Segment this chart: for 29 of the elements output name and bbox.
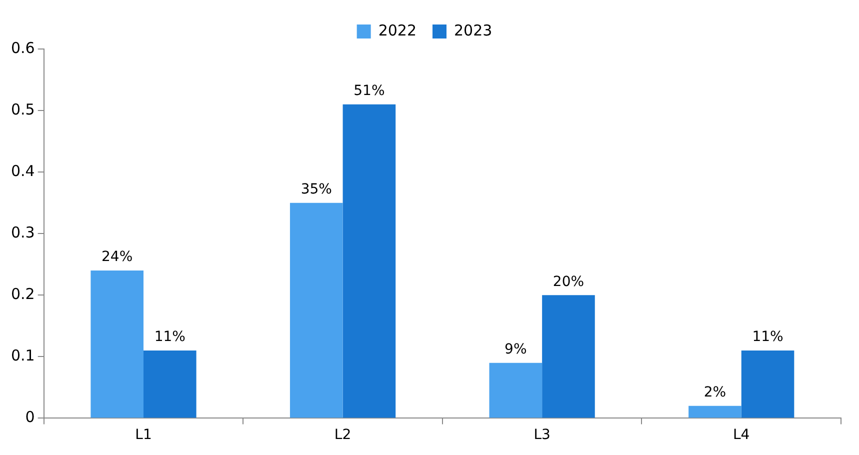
- bar: [144, 350, 196, 418]
- y-tick-label: 0.2: [10, 285, 35, 304]
- bar: [290, 202, 343, 418]
- data-label: 11%: [752, 329, 784, 346]
- legend-label: 2022: [378, 21, 417, 40]
- y-tick-label: 0: [25, 408, 35, 426]
- y-tick-label: 0.3: [10, 223, 35, 242]
- bar: [342, 104, 396, 418]
- y-tick-label: 0.6: [10, 38, 35, 57]
- legend-label: 2023: [454, 21, 492, 40]
- bar: [489, 362, 542, 418]
- data-label: 2%: [704, 384, 726, 401]
- x-tick-label: L4: [732, 427, 750, 444]
- bar: [688, 406, 742, 418]
- y-tick-label: 0.5: [10, 100, 35, 118]
- y-tick-label: 0.1: [10, 346, 35, 365]
- x-tick-label: L2: [334, 427, 352, 444]
- data-label: 11%: [154, 329, 186, 346]
- y-tick-label: 0.4: [10, 162, 35, 180]
- data-label: 24%: [102, 249, 133, 266]
- data-label: 35%: [300, 181, 332, 198]
- data-label: 9%: [504, 341, 527, 358]
- data-label: 51%: [354, 83, 385, 100]
- bar: [542, 295, 595, 418]
- bar: [90, 270, 144, 418]
- data-label: 20%: [552, 274, 584, 290]
- bar: [741, 350, 794, 418]
- x-tick-label: L1: [135, 427, 152, 444]
- x-tick-label: L3: [534, 427, 550, 444]
